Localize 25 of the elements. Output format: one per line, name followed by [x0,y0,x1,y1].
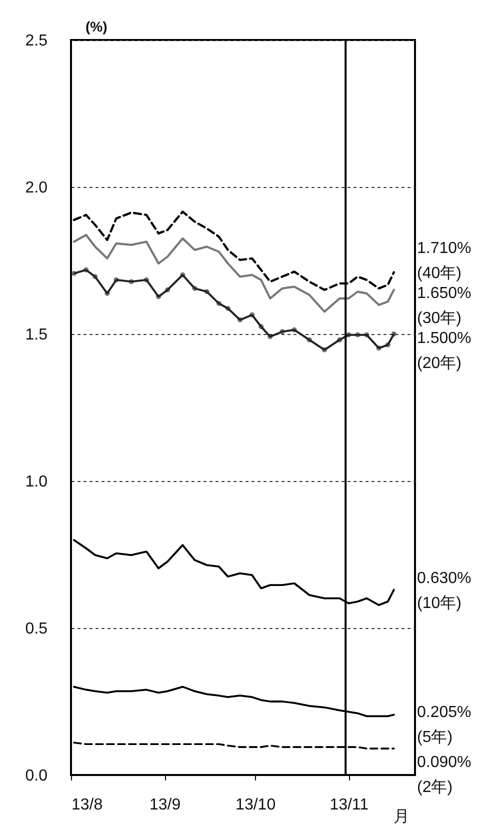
y-tick-label: 2.5 [25,32,48,50]
x-tick-label: 13/9 [149,796,181,814]
data-label: 0.090% [417,754,472,771]
y-tick-label: 0.5 [25,620,48,638]
y-axis-title: (%) [86,18,108,34]
data-label: 1.650% [417,285,472,302]
y-tick-label: 1.5 [25,326,48,344]
data-label: 0.205% [417,704,472,721]
data-label: 1.500% [417,330,472,347]
data-label: 0.630% [417,570,472,587]
text: (2年) [417,779,453,796]
line-series [72,234,395,313]
data-label: 1.710% [417,240,472,257]
x-tick-label: 13/11 [330,796,369,814]
series-label: (5年) [417,729,453,746]
x-tick-label: 13/8 [72,796,103,814]
series-label: (10年) [417,595,462,612]
x-tick-label: 13/10 [236,796,276,814]
series-label: (20年) [417,355,462,372]
y-tick-label: 2.0 [25,180,48,196]
x-axis-title: 月 [394,808,410,826]
y-tick-label: 1.0 [25,474,48,490]
series-label: (40年) [417,265,462,282]
y-tick-label: 0.0 [25,768,48,784]
series-label: (30年) [417,310,462,327]
